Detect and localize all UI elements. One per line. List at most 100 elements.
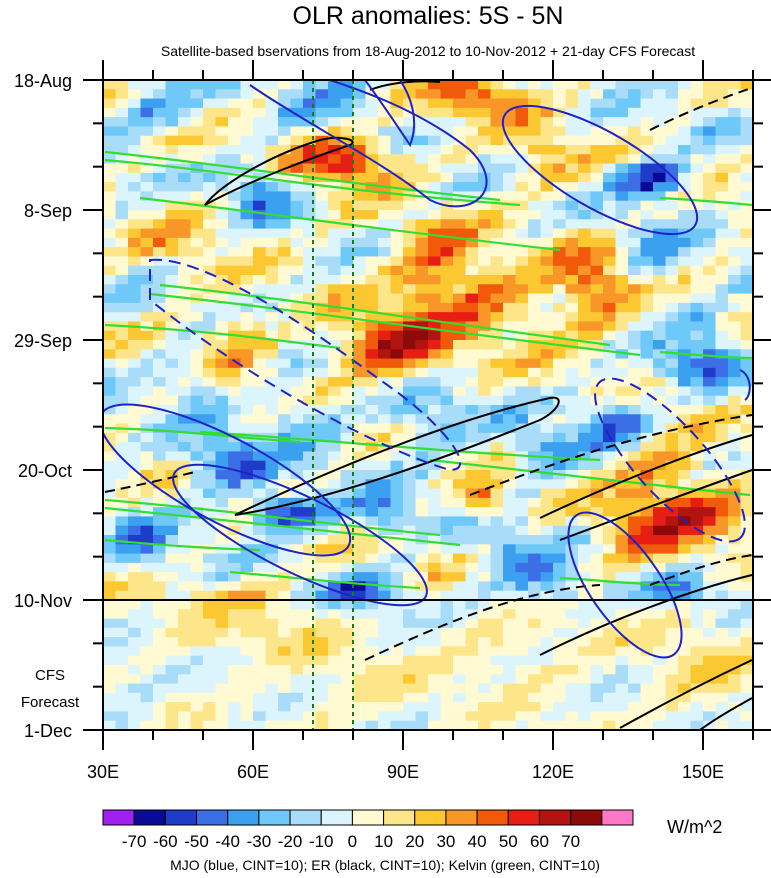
heatmap-cell — [640, 423, 654, 434]
heatmap-cell — [653, 600, 667, 610]
heatmap-cell — [653, 665, 667, 675]
heatmap-cell — [403, 265, 417, 276]
heatmap-cell — [428, 405, 442, 415]
heatmap-cell — [240, 405, 254, 415]
heatmap-cell — [565, 182, 579, 193]
heatmap-cell — [478, 340, 492, 350]
heatmap-cell — [465, 98, 479, 109]
heatmap-cell — [315, 516, 329, 527]
heatmap-cell — [253, 627, 267, 638]
heatmap-cell — [140, 600, 154, 610]
heatmap-cell — [365, 340, 379, 350]
heatmap-cell — [615, 637, 629, 648]
heatmap-cell — [703, 321, 717, 332]
heatmap-cell — [203, 126, 217, 137]
heatmap-cell — [103, 256, 117, 267]
heatmap-cell — [565, 228, 579, 239]
heatmap-cell — [428, 377, 442, 388]
heatmap-cell — [578, 572, 592, 583]
heatmap-cell — [203, 237, 217, 248]
heatmap-cell — [515, 172, 529, 183]
heatmap-cell — [578, 182, 592, 193]
heatmap-cell — [140, 330, 154, 341]
heatmap-cell — [190, 219, 204, 230]
heatmap-cell — [565, 265, 579, 276]
heatmap-cell — [128, 98, 142, 109]
er-contour-negative — [649, 554, 753, 586]
heatmap-cell — [128, 609, 142, 620]
heatmap-cell — [153, 172, 167, 183]
heatmap-cell — [115, 618, 129, 629]
heatmap-cell — [415, 683, 429, 694]
heatmap-cell — [278, 720, 292, 730]
heatmap-cell — [178, 377, 192, 388]
heatmap-cell — [128, 80, 142, 90]
heatmap-cell — [440, 655, 454, 666]
heatmap-cell — [228, 683, 242, 694]
heatmap-cell — [490, 627, 504, 638]
colorbar-label: -20 — [278, 832, 303, 851]
heatmap-cell — [390, 451, 404, 462]
heatmap-cell — [240, 609, 254, 620]
heatmap-cell — [103, 98, 117, 109]
heatmap-cell — [528, 107, 542, 118]
heatmap-cell — [328, 172, 342, 183]
heatmap-cell — [290, 507, 304, 518]
heatmap-cell — [240, 637, 254, 648]
heatmap-cell — [565, 98, 579, 109]
heatmap-cell — [440, 247, 454, 258]
heatmap-cell — [378, 293, 392, 304]
heatmap-cell — [265, 609, 279, 620]
heatmap-cell — [590, 256, 604, 267]
heatmap-cell — [503, 340, 517, 350]
heatmap-cell — [703, 312, 717, 323]
heatmap-cell — [128, 683, 142, 694]
heatmap-cell — [290, 172, 304, 183]
heatmap-cell — [703, 535, 717, 545]
heatmap-cell — [415, 414, 429, 425]
heatmap-cell — [590, 312, 604, 323]
heatmap-cell — [615, 256, 629, 267]
heatmap-cell — [615, 683, 629, 694]
heatmap-cell — [740, 432, 753, 443]
heatmap-cell — [653, 507, 667, 518]
heatmap-cell — [178, 284, 192, 295]
heatmap-cell — [140, 349, 154, 360]
heatmap-cell — [740, 618, 753, 629]
heatmap-cell — [728, 98, 742, 109]
heatmap-cell — [678, 497, 692, 508]
heatmap-cell — [628, 219, 642, 230]
heatmap-cell — [103, 126, 117, 137]
heatmap-cell — [615, 553, 629, 564]
heatmap-cell — [315, 312, 329, 323]
heatmap-cell — [103, 228, 117, 239]
heatmap-cell — [678, 247, 692, 258]
heatmap-cell — [715, 451, 729, 462]
heatmap-cell — [378, 627, 392, 638]
heatmap-cell — [228, 200, 242, 211]
heatmap-cell — [215, 302, 229, 313]
heatmap-cell — [653, 442, 667, 453]
heatmap-cell — [540, 470, 554, 480]
heatmap-cell — [653, 618, 667, 629]
heatmap-cell — [278, 702, 292, 713]
heatmap-cell — [678, 609, 692, 620]
heatmap-cell — [690, 367, 704, 378]
heatmap-cell — [578, 321, 592, 332]
heatmap-cell — [228, 692, 242, 703]
colorbar-label: 50 — [499, 832, 518, 851]
mjo-contour-negative — [149, 258, 462, 472]
heatmap-cell — [428, 674, 442, 685]
heatmap-cell — [290, 80, 304, 90]
heatmap-cell — [390, 702, 404, 713]
er-contour-negative — [364, 584, 601, 661]
heatmap-cell — [715, 163, 729, 174]
heatmap-cell — [653, 674, 667, 685]
heatmap-cell — [365, 302, 379, 313]
heatmap-cell — [703, 191, 717, 202]
heatmap-cell — [153, 80, 167, 90]
heatmap-cell — [240, 488, 254, 499]
heatmap-cell — [503, 247, 517, 258]
heatmap-cell — [215, 497, 229, 508]
heatmap-cell — [603, 600, 617, 610]
